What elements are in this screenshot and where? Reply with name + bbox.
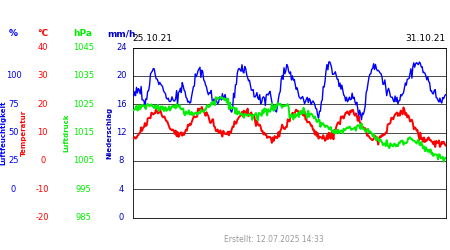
Text: Luftdruck: Luftdruck <box>63 113 70 152</box>
Text: Erstellt: 12.07.2025 14:33: Erstellt: 12.07.2025 14:33 <box>224 236 324 244</box>
Text: 1015: 1015 <box>73 128 94 137</box>
Text: 1005: 1005 <box>73 156 94 165</box>
Text: 25.10.21: 25.10.21 <box>133 34 173 43</box>
Text: 10: 10 <box>37 128 48 137</box>
Text: Niederschlag: Niederschlag <box>106 106 112 158</box>
Text: 16: 16 <box>116 100 127 109</box>
Text: 0: 0 <box>119 213 124 222</box>
Text: °C: °C <box>37 29 48 38</box>
Text: 100: 100 <box>5 71 22 80</box>
Text: 1025: 1025 <box>73 100 94 109</box>
Text: 31.10.21: 31.10.21 <box>405 34 446 43</box>
Text: 25: 25 <box>8 156 19 165</box>
Text: 8: 8 <box>119 156 124 165</box>
Text: 985: 985 <box>75 213 91 222</box>
Text: 12: 12 <box>116 128 127 137</box>
Text: 40: 40 <box>37 43 48 52</box>
Text: Temperatur: Temperatur <box>21 110 27 156</box>
Text: -20: -20 <box>36 213 50 222</box>
Text: hPa: hPa <box>74 29 93 38</box>
Text: 50: 50 <box>8 128 19 137</box>
Text: 20: 20 <box>37 100 48 109</box>
Text: 24: 24 <box>116 43 127 52</box>
Text: 0: 0 <box>11 185 16 194</box>
Text: Luftfeuchtigkeit: Luftfeuchtigkeit <box>0 100 7 165</box>
Text: 995: 995 <box>76 185 91 194</box>
Text: 20: 20 <box>116 71 127 80</box>
Text: 4: 4 <box>119 185 124 194</box>
Text: 1035: 1035 <box>73 71 94 80</box>
Text: %: % <box>9 29 18 38</box>
Text: mm/h: mm/h <box>107 29 136 38</box>
Text: 1045: 1045 <box>73 43 94 52</box>
Text: 75: 75 <box>8 100 19 109</box>
Text: 0: 0 <box>40 156 45 165</box>
Text: 30: 30 <box>37 71 48 80</box>
Text: -10: -10 <box>36 185 50 194</box>
